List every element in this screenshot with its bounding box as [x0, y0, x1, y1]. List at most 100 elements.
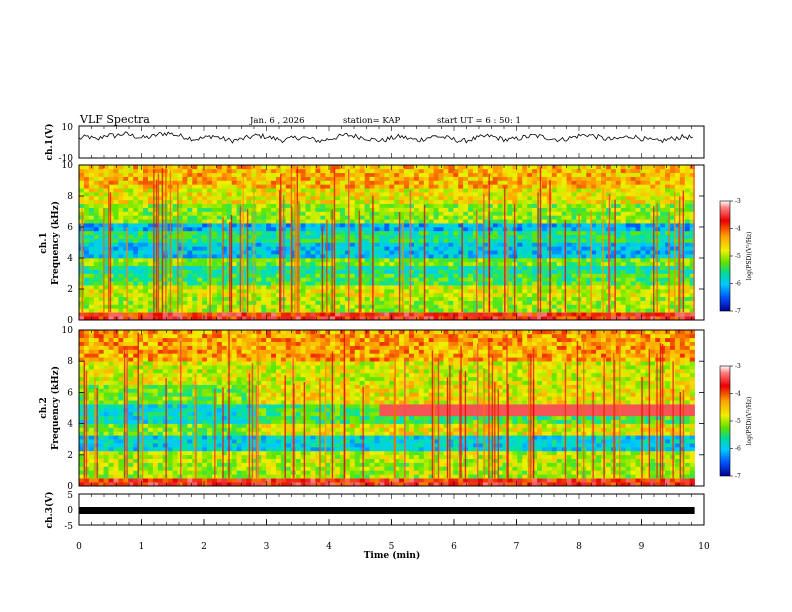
spectrogram-cell	[335, 184, 341, 189]
spectrogram-cell	[236, 316, 242, 321]
spectrogram-cell	[285, 261, 292, 267]
spectrogram-cell	[266, 196, 272, 201]
spectrogram-cell	[103, 207, 109, 212]
spectrogram-cell	[340, 300, 346, 305]
spectrogram-cell	[473, 184, 479, 189]
spectrogram-cell	[93, 312, 99, 317]
spectrogram-cell	[256, 285, 262, 290]
spectrogram-cell	[335, 211, 341, 216]
spectrogram-cell	[645, 246, 651, 251]
spectrogram-cell	[305, 304, 311, 309]
spectrogram-cell	[596, 184, 602, 189]
spectrogram-cell	[635, 246, 641, 251]
spectrogram-cell	[443, 180, 449, 185]
spectrogram-cell	[532, 211, 538, 216]
spectrogram-cell	[162, 316, 168, 321]
spectrogram-cell	[487, 219, 493, 224]
spectrogram-cell	[507, 188, 513, 193]
spectrogram-cell	[197, 172, 203, 177]
spectrogram-cell	[231, 254, 237, 259]
spectrogram-cell	[650, 165, 656, 170]
spectrogram-cell	[443, 203, 449, 208]
spectrogram-cell	[551, 242, 558, 247]
spectrogram-cell	[532, 281, 538, 286]
spectrogram-cell	[497, 238, 503, 243]
spectrogram-cell	[620, 196, 626, 201]
spectrogram-cell	[591, 223, 597, 228]
spectrogram-cell	[477, 308, 484, 313]
spectrogram-cell	[300, 316, 306, 321]
spectrogram-cell	[527, 296, 533, 301]
spectrogram-cell	[103, 211, 109, 216]
spectrogram-cell	[93, 277, 99, 282]
spectrogram-cell	[581, 292, 587, 298]
spectrogram-cell	[305, 215, 311, 220]
spectrogram-cell	[418, 184, 425, 189]
spectrogram-cell	[93, 230, 99, 236]
spectrogram-cell	[635, 192, 641, 197]
spectrogram-cell	[98, 180, 104, 185]
spectrogram-cell	[231, 176, 237, 181]
spectrogram-cell	[246, 277, 252, 282]
spectrogram-cell	[128, 316, 134, 321]
spectrogram-cell	[399, 180, 405, 185]
spectrogram-cell	[413, 285, 420, 290]
spectrogram-cell	[404, 196, 410, 201]
spectrogram-cell	[192, 258, 198, 263]
spectrogram-cell	[325, 277, 331, 282]
spectrogram-cell	[285, 289, 292, 294]
spectrogram-cell	[98, 242, 104, 247]
spectrogram-cell	[482, 292, 489, 298]
spectrogram-cell	[266, 184, 272, 189]
spectrogram-cell	[556, 211, 562, 216]
spectrogram-cell	[512, 176, 518, 181]
spectrogram-cell	[581, 254, 587, 259]
spectrogram-cell	[458, 238, 464, 243]
spectrogram-cell	[221, 211, 228, 216]
spectrogram-cell	[507, 203, 513, 208]
spectrogram-cell	[349, 238, 356, 243]
spectrogram-cell	[640, 265, 646, 270]
spectrogram-cell	[113, 261, 119, 267]
spectrogram-cell	[625, 285, 631, 290]
spectrogram-cell	[325, 176, 331, 181]
spectrogram-cell	[271, 199, 277, 205]
spectrogram-cell	[123, 192, 129, 197]
spectrogram-cell	[665, 261, 671, 267]
spectrogram-cell	[423, 230, 429, 236]
spectrogram-cell	[586, 269, 592, 274]
spectrogram-cell	[527, 184, 533, 189]
spectrogram-cell	[300, 273, 306, 278]
spectrogram-cell	[113, 207, 119, 212]
spectrogram-cell	[202, 165, 208, 170]
spectrogram-cell	[551, 180, 558, 185]
spectrogram-cell	[236, 168, 242, 174]
spectrogram-cell	[418, 246, 425, 251]
spectrogram-cell	[556, 250, 562, 255]
spectrogram-cell	[492, 269, 498, 274]
spectrogram-cell	[335, 180, 341, 185]
spectrogram-cell	[236, 312, 242, 317]
spectrogram-cell	[665, 277, 671, 282]
spectrogram-cell	[157, 261, 164, 267]
spectrogram-cell	[399, 312, 405, 317]
spectrogram-cell	[177, 265, 183, 270]
spectrogram-cell	[655, 188, 661, 193]
spectrogram-cell	[620, 265, 626, 270]
spectrogram-cell	[231, 250, 237, 255]
spectrogram-cell	[674, 261, 681, 267]
spectrogram-cell	[231, 203, 237, 208]
spectrogram-cell	[290, 234, 296, 239]
spectrogram-cell	[384, 308, 390, 313]
spectrogram-cell	[487, 277, 493, 282]
spectrogram-cell	[527, 277, 533, 282]
spectrogram-cell	[157, 188, 164, 193]
spectrogram-cell	[197, 196, 203, 201]
spectrogram-cell	[211, 281, 218, 286]
spectrogram-cell	[108, 269, 114, 274]
spectrogram-cell	[625, 230, 631, 236]
spectrogram-cell	[349, 258, 356, 263]
spectrogram-cell	[103, 296, 109, 301]
spectrogram-cell	[645, 265, 651, 270]
spectrogram-cell	[152, 246, 159, 251]
